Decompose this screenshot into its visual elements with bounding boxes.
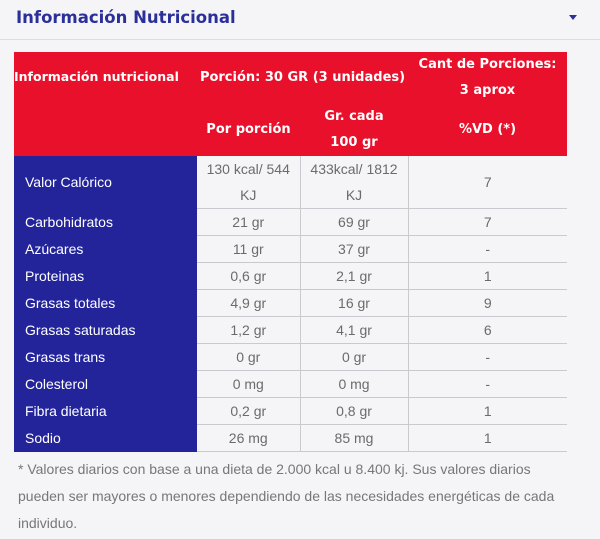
row-label: Fibra dietaria — [14, 397, 197, 425]
row-portion: 11 gr — [197, 235, 300, 263]
header-portion: Porción: 30 GR (3 unidades) — [197, 52, 408, 104]
table-row: Sodio 26 mg 85 mg 1 — [14, 424, 567, 452]
row-label: Proteinas — [14, 262, 197, 290]
row-portion: 21 gr — [197, 208, 300, 236]
row-per100: 85 mg — [299, 424, 408, 452]
header-servings: Cant de Porciones: 3 aprox — [408, 52, 567, 104]
row-vd: - — [407, 370, 567, 398]
row-label: Valor Calórico — [14, 156, 197, 209]
row-per100: 16 gr — [299, 289, 408, 317]
row-per100: 433kcal/ 1812 KJ — [299, 156, 408, 209]
table-row: Colesterol 0 mg 0 mg - — [14, 370, 567, 398]
row-vd: 6 — [407, 316, 567, 344]
row-label: Grasas saturadas — [14, 316, 197, 344]
footnote: * Valores diarios con base a una dieta d… — [18, 461, 555, 531]
row-portion: 0 mg — [197, 370, 300, 398]
accordion-header[interactable]: Información Nutricional — [0, 0, 600, 40]
row-vd: 1 — [407, 424, 567, 452]
row-vd: 7 — [407, 156, 567, 209]
table-row: Grasas saturadas 1,2 gr 4,1 gr 6 — [14, 316, 567, 344]
row-label: Grasas trans — [14, 343, 197, 371]
row-portion: 0 gr — [197, 343, 300, 371]
header-per-100: Gr. cada 100 gr — [300, 104, 408, 156]
row-label: Grasas totales — [14, 289, 197, 317]
table-row: Valor Calórico 130 kcal/ 544 KJ 433kcal/ 1… — [14, 156, 567, 209]
table-row: Fibra dietaria 0,2 gr 0,8 gr 1 — [14, 397, 567, 425]
table-row: Carbohidratos 21 gr 69 gr 7 — [14, 208, 567, 236]
row-per100: 0,8 gr — [299, 397, 408, 425]
row-portion: 0,6 gr — [197, 262, 300, 290]
header-row: Información nutricional Porción: 30 GR (… — [14, 52, 567, 156]
row-label: Azúcares — [14, 235, 197, 263]
section-title[interactable]: Información Nutricional — [16, 8, 236, 27]
table-row: Proteinas 0,6 gr 2,1 gr 1 — [14, 262, 567, 290]
row-portion: 1,2 gr — [197, 316, 300, 344]
row-label: Carbohidratos — [14, 208, 197, 236]
row-vd: - — [407, 343, 567, 371]
row-per100: 0 mg — [299, 370, 408, 398]
nutrition-table: Información nutricional Porción: 30 GR (… — [14, 52, 567, 452]
header-vd: %VD (*) — [408, 104, 567, 156]
row-per100: 37 gr — [299, 235, 408, 263]
row-per100: 2,1 gr — [299, 262, 408, 290]
row-vd: 1 — [407, 262, 567, 290]
chevron-down-icon[interactable] — [569, 15, 577, 20]
row-per100: 0 gr — [299, 343, 408, 371]
header-per-portion: Por porción — [197, 104, 300, 156]
row-vd: 1 — [407, 397, 567, 425]
row-label: Sodio — [14, 424, 197, 452]
header-nutrition-info: Información nutricional — [14, 52, 197, 156]
row-label: Colesterol — [14, 370, 197, 398]
row-vd: 7 — [407, 208, 567, 236]
row-portion: 130 kcal/ 544 KJ — [197, 156, 300, 209]
row-per100: 4,1 gr — [299, 316, 408, 344]
row-portion: 26 mg — [197, 424, 300, 452]
row-vd: - — [407, 235, 567, 263]
row-portion: 4,9 gr — [197, 289, 300, 317]
row-vd: 9 — [407, 289, 567, 317]
subheader-row: Por porción Gr. cada 100 gr %VD (*) — [14, 104, 567, 156]
row-per100: 69 gr — [299, 208, 408, 236]
table-row: Azúcares 11 gr 37 gr - — [14, 235, 567, 263]
row-portion: 0,2 gr — [197, 397, 300, 425]
table-row: Grasas totales 4,9 gr 16 gr 9 — [14, 289, 567, 317]
table-row: Grasas trans 0 gr 0 gr - — [14, 343, 567, 371]
